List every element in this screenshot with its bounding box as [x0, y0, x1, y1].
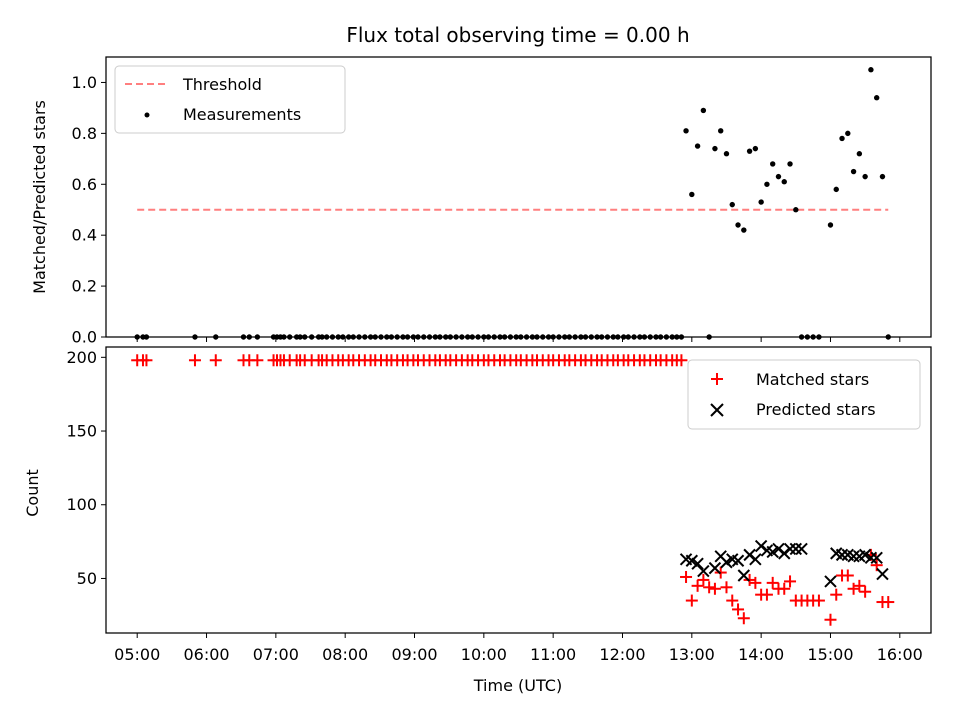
measurement-point [770, 161, 775, 166]
matched-star-point [686, 595, 698, 607]
top-y-tick-label: 0.6 [72, 175, 97, 194]
matched-star-point [767, 577, 779, 589]
measurement-point [787, 161, 792, 166]
top-y-tick-label: 0.4 [72, 226, 97, 245]
predicted-star-point [877, 569, 888, 580]
measurement-point [758, 199, 763, 204]
measurements-legend-label: Measurements [183, 105, 301, 124]
matched-star-point [738, 612, 750, 624]
measurement-point [735, 222, 740, 227]
bottom-x-tick-label: 05:00 [114, 645, 160, 664]
top-legend: Threshold Measurements [115, 66, 345, 133]
predicted-star-point [796, 543, 807, 554]
bottom-x-tick-label: 11:00 [530, 645, 576, 664]
bottom-x-axis-label: Time (UTC) [473, 676, 562, 695]
bottom-x-axis: 05:00 06:00 07:00 08:00 09:00 10:00 11:00 12:00… [114, 633, 923, 664]
measurement-point [857, 151, 862, 156]
matched-star-point [189, 354, 201, 366]
bottom-x-tick-label: 06:00 [183, 645, 229, 664]
predicted-star-point [750, 554, 761, 565]
measurement-point [782, 179, 787, 184]
measurement-point [862, 174, 867, 179]
measurement-point [747, 148, 752, 153]
matched-star-point [853, 580, 865, 592]
predicted-legend-label: Predicted stars [756, 400, 876, 419]
predicted-star-point [790, 543, 801, 554]
matched-star-point [692, 580, 704, 592]
predicted-star-point [825, 576, 836, 587]
bottom-x-tick-label: 10:00 [461, 645, 507, 664]
matched-star-point [813, 595, 825, 607]
matched-star-point [778, 583, 790, 595]
matched-star-point [732, 603, 744, 615]
measurement-point [683, 128, 688, 133]
matched-star-point [720, 581, 732, 593]
measurement-point [880, 174, 885, 179]
measurement-point [793, 207, 798, 212]
matched-star-point [726, 595, 738, 607]
measurement-point [834, 187, 839, 192]
top-y-tick-label: 0.2 [72, 277, 97, 296]
bottom-panel: 50 100 150 200 05:00 06:00 07:00 08:00 09:00 10:… [23, 347, 931, 695]
measurement-point [851, 169, 856, 174]
measurement-point [701, 108, 706, 113]
bottom-x-tick-label: 08:00 [322, 645, 368, 664]
matched-star-point [761, 589, 773, 601]
measurements-legend-swatch [145, 113, 150, 118]
bottom-x-tick-label: 14:00 [738, 645, 784, 664]
measurement-point [712, 146, 717, 151]
measurement-point [753, 146, 758, 151]
measurement-point [764, 182, 769, 187]
bottom-x-tick-label: 09:00 [391, 645, 437, 664]
matched-star-point [784, 575, 796, 587]
bottom-y-tick-label: 100 [66, 495, 97, 514]
chart-title: Flux total observing time = 0.00 h [346, 23, 689, 47]
matched-star-point [749, 577, 761, 589]
matched-star-point [703, 581, 715, 593]
matched-star-point [842, 570, 854, 582]
measurement-point [845, 131, 850, 136]
bottom-y-axis-label: Count [23, 469, 42, 517]
measurement-point [718, 128, 723, 133]
measurement-point [828, 222, 833, 227]
bottom-legend: Matched stars Predicted stars [688, 360, 920, 429]
measurement-point [730, 202, 735, 207]
bottom-x-tick-label: 16:00 [877, 645, 923, 664]
top-panel: 0.0 0.2 0.4 0.6 0.8 1.0 Matched/Predicted sta… [30, 57, 931, 347]
top-y-tick-label: 0.0 [72, 328, 97, 347]
bottom-y-axis: 50 100 150 200 [66, 348, 106, 588]
measurement-point [695, 143, 700, 148]
measurement-point [868, 67, 873, 72]
matched-star-point [859, 586, 871, 598]
matched-star-point [830, 589, 842, 601]
top-y-tick-label: 0.8 [72, 124, 97, 143]
bottom-x-tick-label: 13:00 [669, 645, 715, 664]
matched-star-point [882, 596, 894, 608]
bottom-y-tick-label: 200 [66, 348, 97, 367]
measurement-point [874, 95, 879, 100]
matched-star-point [680, 571, 692, 583]
threshold-legend-label: Threshold [182, 75, 262, 94]
matched-star-point [824, 614, 836, 626]
top-y-axis-label: Matched/Predicted stars [30, 100, 49, 294]
bottom-x-tick-label: 12:00 [599, 645, 645, 664]
matched-legend-label: Matched stars [756, 370, 869, 389]
top-y-axis: 0.0 0.2 0.4 0.6 0.8 1.0 [72, 73, 106, 347]
matched-star-point [251, 354, 263, 366]
bottom-y-tick-label: 50 [77, 569, 97, 588]
matched-star-point [709, 583, 721, 595]
predicted-star-point [785, 543, 796, 554]
figure: Flux total observing time = 0.00 h 0.00.… [0, 0, 960, 720]
bottom-y-tick-label: 150 [66, 422, 97, 441]
measurement-point [839, 136, 844, 141]
bottom-x-tick-label: 07:00 [253, 645, 299, 664]
bottom-x-tick-label: 15:00 [807, 645, 853, 664]
measurement-point [689, 192, 694, 197]
top-y-tick-label: 1.0 [72, 73, 97, 92]
matched-star-point [848, 583, 860, 595]
measurement-point [741, 227, 746, 232]
measurement-point [724, 151, 729, 156]
measurement-point [776, 174, 781, 179]
matched-star-point [210, 354, 222, 366]
